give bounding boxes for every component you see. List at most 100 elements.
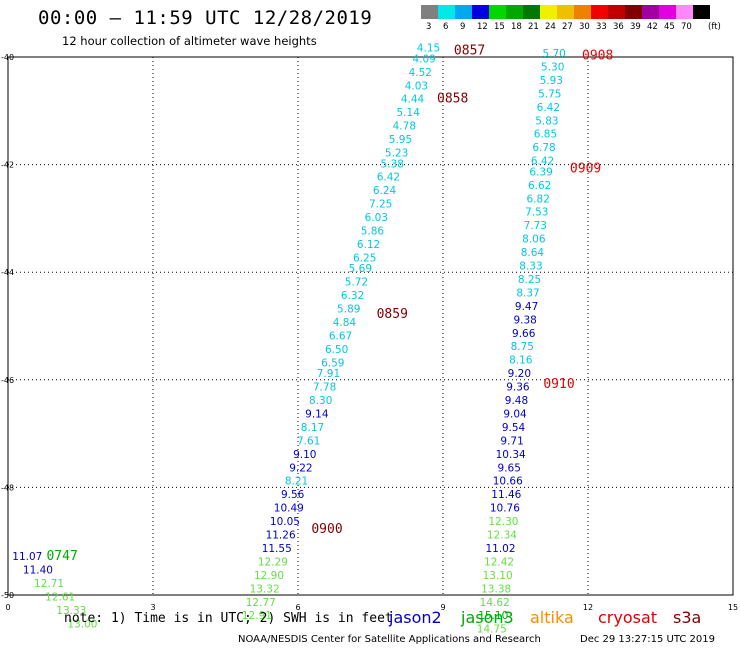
wave-height-value: 5.95 — [389, 134, 412, 146]
pass-time-label: 0858 — [437, 92, 468, 107]
y-tick-label: -46 — [1, 376, 14, 385]
wave-height-value: 6.03 — [365, 212, 388, 224]
wave-height-value: 9.71 — [500, 435, 523, 447]
wave-height-value: 13.38 — [481, 583, 511, 595]
wave-height-value: 8.16 — [509, 355, 533, 367]
wave-height-value: 6.78 — [532, 142, 555, 154]
credit-line: NOAA/NESDIS Center for Satellite Applica… — [238, 634, 541, 645]
wave-height-value: 5.70 — [542, 48, 565, 60]
pass-time-label: 0910 — [543, 377, 574, 392]
wave-height-value: 9.36 — [506, 382, 530, 394]
satellite-cryosat: cryosat — [598, 608, 658, 627]
wave-height-value: 4.78 — [393, 121, 416, 133]
wave-height-value: 9.10 — [293, 449, 316, 461]
wave-height-value: 4.15 — [417, 43, 440, 55]
x-tick-label: 12 — [583, 603, 593, 612]
wave-height-value: 4.52 — [409, 67, 432, 79]
x-tick-label: 15 — [728, 603, 738, 612]
wave-height-value: 11.46 — [491, 489, 521, 501]
legend-label: 36 — [613, 22, 624, 32]
legend-label: 18 — [511, 22, 522, 32]
wave-height-value: 6.39 — [529, 166, 552, 178]
wave-height-value: 9.48 — [505, 395, 528, 407]
wave-height-value: 7.25 — [369, 199, 392, 211]
x-tick-label: 9 — [440, 603, 445, 612]
wave-height-value: 5.83 — [535, 115, 558, 127]
wave-height-value: 6.62 — [528, 180, 551, 192]
legend-swatch — [608, 5, 625, 19]
legend-label: 12 — [477, 22, 488, 32]
wave-height-value: 8.33 — [519, 261, 542, 273]
wave-height-value: 13.10 — [483, 570, 513, 582]
wave-height-value: 11.02 — [485, 543, 515, 555]
wave-height-value: 6.42 — [377, 172, 400, 184]
satellite-jason2: jason2 — [389, 608, 442, 627]
wave-height-value: 5.23 — [385, 148, 408, 160]
wave-height-value: 4.09 — [412, 53, 435, 65]
wave-height-value: 5.89 — [337, 304, 360, 316]
wave-height-value: 8.17 — [301, 422, 324, 434]
legend-swatch — [693, 5, 710, 19]
y-tick-label: -48 — [1, 483, 14, 492]
wave-height-value: 10.66 — [493, 476, 523, 488]
chart-subtitle: 12 hour collection of altimeter wave hei… — [62, 34, 317, 48]
wave-height-value: 8.37 — [516, 287, 539, 299]
wave-height-value: 8.06 — [522, 234, 546, 246]
legend-swatch — [506, 5, 523, 19]
y-tick-label: -44 — [1, 268, 14, 277]
wave-height-value: 9.38 — [513, 314, 536, 326]
wave-height-value: 6.85 — [534, 129, 557, 141]
pass-time-label: 0857 — [454, 43, 485, 58]
legend-swatch — [421, 5, 438, 19]
plot-frame — [7, 56, 734, 596]
wave-height-value: 10.76 — [490, 503, 520, 515]
wave-height-value: 12.91 — [242, 610, 272, 622]
wave-height-value: 9.20 — [508, 368, 531, 380]
wave-height-value: 12.30 — [488, 516, 518, 528]
wave-height-value: 8.64 — [521, 247, 545, 259]
wave-height-value: 13.33 — [56, 605, 86, 617]
wave-height-value: 6.32 — [341, 290, 364, 302]
pass-time-label: 0909 — [570, 162, 601, 177]
legend-label: 3 — [426, 22, 432, 32]
legend-swatch — [574, 5, 591, 19]
legend-label: 42 — [647, 22, 658, 32]
generation-timestamp: Dec 29 13:27:15 UTC 2019 — [580, 634, 715, 645]
wave-height-value: 14.75 — [477, 624, 507, 636]
legend-label: 30 — [579, 22, 590, 32]
wave-height-value: 10.34 — [496, 449, 526, 461]
x-tick-label: 6 — [295, 603, 300, 612]
wave-height-value: 6.42 — [537, 102, 560, 114]
legend-swatch — [472, 5, 489, 19]
legend-swatch — [659, 5, 676, 19]
wave-height-value: 6.24 — [373, 185, 397, 197]
wave-height-value: 12.77 — [246, 597, 276, 609]
satellite-s3a: s3a — [673, 608, 702, 627]
wave-height-value: 5.14 — [397, 107, 421, 119]
wave-height-value: 15.10 — [478, 610, 508, 622]
wave-height-value: 5.30 — [541, 61, 564, 73]
wave-height-value: 9.54 — [502, 422, 526, 434]
wave-height-value: 14.62 — [480, 597, 510, 609]
legend-label: 45 — [664, 22, 675, 32]
legend-swatch — [489, 5, 506, 19]
wave-height-value: 10.49 — [274, 503, 304, 515]
wave-height-value: 13.00 — [67, 618, 97, 630]
wave-height-value: 12.34 — [487, 530, 517, 542]
wave-height-value: 5.38 — [381, 158, 404, 170]
wave-height-value: 12.42 — [484, 556, 514, 568]
legend-swatch — [523, 5, 540, 19]
wave-height-value: 7.53 — [525, 207, 548, 219]
wave-height-value: 9.14 — [305, 408, 329, 420]
wave-height-value: 6.50 — [325, 344, 348, 356]
wave-height-value: 9.47 — [515, 301, 538, 313]
legend-swatch — [642, 5, 659, 19]
wave-height-value: 9.56 — [281, 489, 305, 501]
legend-label: 39 — [630, 22, 641, 32]
y-tick-label: -50 — [1, 591, 14, 600]
chart-title: 00:00 – 11:59 UTC 12/28/2019 — [38, 7, 373, 29]
wave-height-value: 9.66 — [512, 328, 536, 340]
wave-height-value: 7.73 — [524, 220, 547, 232]
legend-unit: (ft) — [708, 22, 721, 32]
